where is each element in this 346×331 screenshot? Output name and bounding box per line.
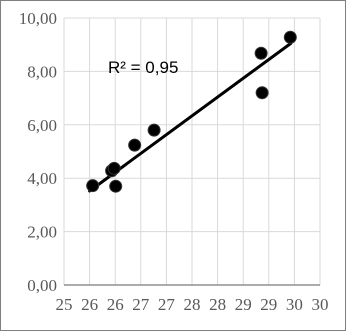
x-tick-label: 30 xyxy=(286,295,303,314)
x-tick-label: 26 xyxy=(107,295,124,314)
data-point xyxy=(283,30,297,44)
data-points xyxy=(86,30,297,193)
trendline-group xyxy=(88,41,293,193)
x-tick-label: 28 xyxy=(209,295,226,314)
x-tick-label: 30 xyxy=(312,295,329,314)
data-point xyxy=(86,179,100,193)
data-point xyxy=(255,86,269,100)
y-tick-label: 8,00 xyxy=(27,62,57,81)
x-tick-label: 29 xyxy=(260,295,277,314)
y-tick-label: 0,00 xyxy=(27,276,57,295)
x-tick-label: 28 xyxy=(184,295,201,314)
y-tick-label: 4,00 xyxy=(27,169,57,188)
x-tick-label: 27 xyxy=(132,295,150,314)
y-tick-label: 6,00 xyxy=(27,116,57,135)
trendline xyxy=(88,41,293,193)
data-point xyxy=(128,138,142,152)
y-axis-tick-labels: 0,00 2,00 4,00 6,00 8,00 10,00 xyxy=(19,9,57,295)
data-point xyxy=(107,161,121,175)
x-tick-label: 26 xyxy=(81,295,98,314)
data-point xyxy=(109,179,123,193)
y-tick-label: 10,00 xyxy=(19,9,57,28)
x-axis-tick-labels: 25 26 26 27 27 28 28 29 29 30 30 xyxy=(56,295,329,314)
data-point xyxy=(147,123,161,137)
x-tick-label: 27 xyxy=(158,295,176,314)
data-point xyxy=(254,46,268,60)
x-tick-label: 29 xyxy=(235,295,252,314)
y-tick-label: 2,00 xyxy=(27,223,57,242)
r-squared-annotation: R² = 0,95 xyxy=(108,58,178,77)
x-tick-label: 25 xyxy=(56,295,73,314)
